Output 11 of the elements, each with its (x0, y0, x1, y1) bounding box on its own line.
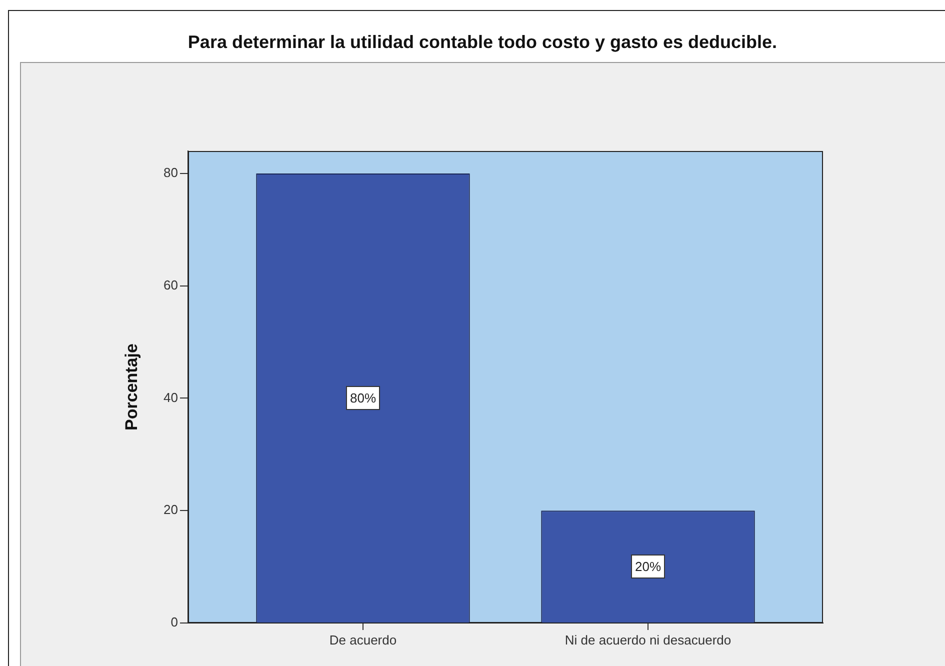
data-label: 20% (634, 559, 662, 574)
chart-title: Para determinar la utilidad contable todo costo y gasto es deducible. (186, 32, 778, 53)
x-tick-label: Ni de acuerdo ni desacuerdo (564, 632, 732, 648)
x-tick-label: De acuerdo (329, 632, 397, 648)
y-axis-title: Porcentaje (122, 344, 141, 430)
y-tick-label: 60 (164, 277, 178, 292)
y-tick-label: 80 (164, 165, 178, 180)
y-tick-label: 20 (164, 502, 178, 518)
y-tick-label: 40 (164, 390, 178, 405)
y-tick-label: 0 (170, 614, 178, 630)
data-label: 80% (350, 390, 376, 406)
